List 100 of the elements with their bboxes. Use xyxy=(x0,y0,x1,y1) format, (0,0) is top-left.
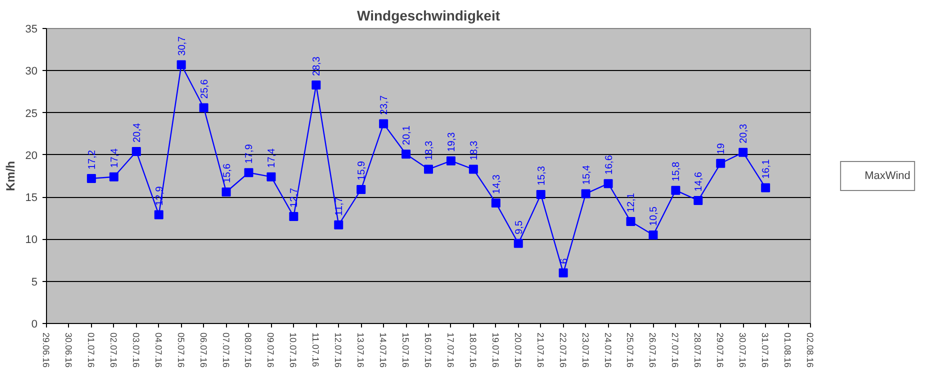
point xyxy=(468,164,478,174)
point xyxy=(738,148,748,157)
x-tick-label: 09.07.16 xyxy=(266,332,276,368)
x-tick-label: 14.07.16 xyxy=(378,332,388,368)
x-tick-label: 08.07.16 xyxy=(243,332,254,368)
data-label: 12,1 xyxy=(626,192,638,213)
x-tick-label: 23.07.16 xyxy=(580,332,590,368)
point xyxy=(199,103,208,112)
data-label: 20,3 xyxy=(738,124,750,144)
data-label: 20,1 xyxy=(402,125,413,146)
x-tick-label: 21.07.16 xyxy=(535,332,546,368)
data-label: 23,7 xyxy=(379,94,390,115)
x-tick-label: 07.07.16 xyxy=(220,332,231,368)
y-tick-label: 35 xyxy=(25,24,38,36)
data-label: 10,5 xyxy=(648,206,660,226)
point xyxy=(581,189,590,198)
x-tick-label: 25.07.16 xyxy=(625,332,636,368)
point xyxy=(604,179,613,188)
x-tick-label: 31.07.16 xyxy=(760,332,770,368)
y-tick-label: 15 xyxy=(25,192,38,204)
x-tick-label: 18.07.16 xyxy=(468,332,478,368)
x-tick-label: 13.07.16 xyxy=(356,332,366,368)
point xyxy=(244,168,254,178)
x-tick-label: 02.07.16 xyxy=(108,332,118,368)
point xyxy=(694,196,703,205)
x-tick-label: 03.07.16 xyxy=(130,332,141,368)
point xyxy=(514,238,523,248)
data-label: 15,6 xyxy=(222,163,233,184)
x-tick-label: 10.07.16 xyxy=(288,332,298,368)
data-label: 18,3 xyxy=(424,140,435,160)
point xyxy=(132,147,141,156)
x-tick-label: 01.07.16 xyxy=(86,332,96,368)
x-tick-label: 24.07.16 xyxy=(602,332,613,368)
y-tick-label: 20 xyxy=(25,150,38,162)
x-tick-label: 17.07.16 xyxy=(445,332,456,368)
data-label: 19,3 xyxy=(446,132,458,152)
point xyxy=(716,158,726,168)
x-tick-label: 26.07.16 xyxy=(648,332,658,368)
data-label: 9,5 xyxy=(514,220,525,234)
point xyxy=(536,190,546,200)
x-tick-label: 12.07.16 xyxy=(333,332,344,368)
data-label: 17,4 xyxy=(109,148,120,168)
data-label: 30,7 xyxy=(176,36,188,56)
point xyxy=(312,80,321,90)
x-tick-label: 16.07.16 xyxy=(423,332,433,368)
point xyxy=(176,60,186,70)
point xyxy=(761,183,770,192)
data-label: 15,8 xyxy=(671,161,682,182)
data-label: 16,6 xyxy=(604,154,615,175)
text: MaxWind xyxy=(864,170,910,182)
data-label: 17,2 xyxy=(86,150,98,170)
point xyxy=(402,150,411,159)
y-tick-label: 10 xyxy=(25,234,38,246)
x-tick-label: 20.07.16 xyxy=(512,332,523,368)
y-tick-label: 25 xyxy=(25,108,38,120)
y-axis-title: Km/h xyxy=(3,161,18,191)
y-tick-label: 0 xyxy=(31,318,38,330)
x-tick-label: 05.07.16 xyxy=(176,332,186,368)
x-tick-label: 29.07.16 xyxy=(715,332,726,368)
point xyxy=(558,268,568,278)
point xyxy=(289,212,298,221)
data-label: 17,4 xyxy=(266,148,278,168)
chart-title: Windgeschwindigkeit xyxy=(357,8,500,24)
data-label: 17,9 xyxy=(244,144,256,164)
x-tick-label: 02.08.16 xyxy=(805,332,815,368)
x-tick-label: 15.07.16 xyxy=(400,332,411,368)
point xyxy=(109,172,118,182)
data-label: 14,6 xyxy=(694,172,705,192)
point xyxy=(154,210,164,220)
x-tick-label: 29.06.16 xyxy=(41,332,51,368)
point xyxy=(424,164,433,174)
x-tick-label: 30.07.16 xyxy=(738,332,748,368)
point xyxy=(356,184,366,194)
x-tick-label: 06.07.16 xyxy=(198,332,208,368)
point xyxy=(222,188,231,197)
x-tick-label: 27.07.16 xyxy=(670,332,680,368)
data-label: 14,3 xyxy=(491,174,502,194)
data-label: 16,1 xyxy=(761,158,772,179)
data-label: 19 xyxy=(716,142,728,154)
y-tick-label: 5 xyxy=(31,276,38,288)
point xyxy=(379,119,388,128)
data-label: 15,9 xyxy=(356,160,368,180)
x-tick-label: 19.07.16 xyxy=(490,332,500,368)
point xyxy=(446,156,456,166)
point xyxy=(626,217,636,226)
data-label: 25,6 xyxy=(199,78,210,99)
point xyxy=(86,174,96,184)
point xyxy=(491,198,500,208)
data-label: 28,3 xyxy=(312,56,323,76)
x-tick-label: 30.06.16 xyxy=(63,332,74,368)
point xyxy=(266,172,276,182)
data-label: 20,4 xyxy=(132,122,143,143)
point xyxy=(671,186,680,195)
data-label: 18,3 xyxy=(468,140,480,160)
point xyxy=(334,220,344,230)
data-label: 15,4 xyxy=(581,164,592,185)
x-tick-label: 22.07.16 xyxy=(558,332,568,368)
x-tick-label: 11.07.16 xyxy=(310,332,321,367)
x-tick-label: 28.07.16 xyxy=(692,332,703,368)
y-tick-label: 30 xyxy=(25,66,38,78)
